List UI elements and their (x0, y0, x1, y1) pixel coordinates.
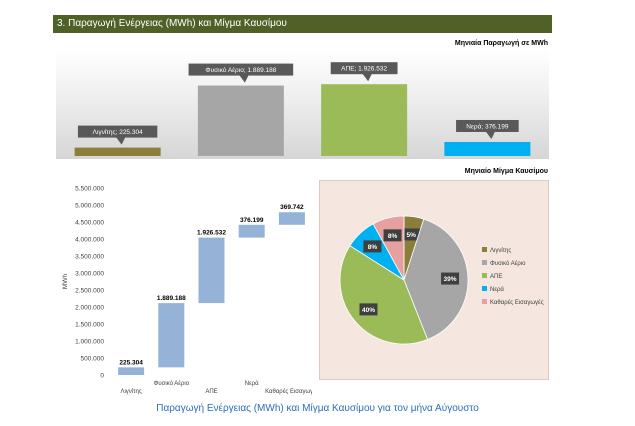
bar-data-label-1: Λιγνίτης; 225.304 (93, 128, 144, 136)
wf-y-tick-3: 1.500.000 (75, 322, 104, 329)
wf-label-bg-5 (274, 202, 309, 212)
fuel-mix-pie-chart: 5% 39% 40% 8% 8% Λιγνίτης Φυσικό Αέριο ΑΠΕ Νερά Κ… (319, 180, 549, 380)
bar-2 (197, 85, 284, 156)
pie-label-box-1 (402, 228, 421, 241)
pie-label-box-5 (383, 229, 402, 242)
wf-bar-4 (238, 224, 265, 238)
bar-label-box-4 (456, 119, 519, 132)
pie-data-label-2: 39% (444, 276, 457, 283)
bar-data-label-3: ΑΠΕ; 1.926.532 (341, 66, 387, 73)
wf-data-label-5: 369.742 (280, 204, 304, 211)
wf-y-tick-7: 3.500.000 (75, 254, 104, 261)
wf-data-label-3: 1.926.532 (197, 230, 226, 237)
bar-data-label-4: Νερά; 376.199 (466, 122, 509, 130)
wf-y-tick-9: 4.500.000 (75, 220, 104, 227)
pie-chart-title: Μηνιαίο Μίγμα Καυσίμου (464, 168, 548, 175)
wf-y-tick-6: 3.000.000 (75, 271, 104, 278)
wf-x-tick-5: Καθαρές Εισαγωγές (265, 388, 312, 395)
pie-legend-label-3: ΑΠΕ (490, 274, 502, 280)
wf-y-tick-0: 0 (100, 373, 104, 380)
wf-y-axis-label: MWh (62, 274, 69, 290)
pie-legend-swatch-1 (482, 247, 487, 252)
wf-bar-1 (118, 367, 145, 375)
wf-bar-2 (158, 303, 185, 368)
bar-1 (74, 147, 161, 156)
bar-label-pointer-3 (362, 73, 373, 82)
wf-y-tick-10: 5.000.000 (75, 203, 104, 210)
wf-y-tick-5: 2.500.000 (75, 288, 104, 295)
pie-legend-label-5: Καθαρές Εισαγωγές (490, 299, 544, 306)
pie-label-box-2 (441, 272, 460, 285)
wf-label-bg-1 (114, 357, 149, 367)
wf-label-bg-3 (190, 227, 233, 237)
bar-chart-title: Μηνιαία Παραγωγή σε MWh (454, 40, 548, 47)
wf-x-tick-3: ΑΠΕ (205, 389, 217, 395)
bar-label-box-3 (330, 62, 398, 75)
wf-label-bg-2 (150, 293, 193, 303)
wf-y-tick-2: 1.000.000 (75, 339, 104, 346)
wf-y-tick-8: 4.000.000 (75, 237, 104, 244)
section-header: 3. Παραγωγή Ενέργειας (MWh) και Μίγμα Κα… (53, 15, 552, 33)
wf-x-tick-2: Φυσικό Αέριο (154, 380, 190, 387)
bar-label-box-2 (188, 63, 294, 76)
figure-caption: Παραγωγή Ενέργειας (MWh) και Μίγμα Καυσί… (156, 403, 479, 414)
wf-x-tick-4: Νερά (245, 380, 259, 387)
wf-y-tick-11: 5.500.000 (75, 186, 104, 193)
pie-slice-3 (339, 245, 429, 345)
bar-label-pointer-2 (238, 74, 249, 83)
wf-y-tick-1: 500.000 (81, 356, 105, 363)
pie-label-box-4 (363, 240, 382, 253)
bar-label-pointer-1 (115, 136, 126, 145)
bar-4 (444, 141, 531, 156)
bar-3 (321, 84, 408, 156)
pie-legend-swatch-2 (482, 260, 487, 265)
pie-slice-2 (403, 218, 469, 341)
pie-legend-swatch-3 (482, 273, 487, 278)
monthly-production-bar-chart: Λιγνίτης; 225.304 Φυσικό Αέριο; 1.889.188… (56, 49, 549, 159)
bar-data-label-2: Φυσικό Αέριο; 1.889.188 (205, 66, 276, 74)
pie-data-label-1: 5% (407, 232, 417, 239)
pie-data-label-5: 8% (388, 233, 398, 240)
pie-legend-label-4: Νερά (490, 286, 504, 293)
pie-legend-swatch-4 (482, 286, 487, 291)
bar-label-box-1 (77, 125, 158, 138)
pie-legend-label-2: Φυσικό Αέριο (490, 260, 526, 267)
bar-label-pointer-4 (485, 130, 496, 139)
wf-label-bg-4 (234, 214, 269, 224)
wf-data-label-1: 225.304 (119, 359, 143, 366)
wf-data-label-4: 376.199 (240, 217, 264, 224)
wf-y-tick-4: 2.000.000 (75, 305, 104, 312)
wf-bar-3 (198, 237, 225, 304)
pie-legend-swatch-5 (482, 299, 487, 304)
wf-x-tick-1: Λιγνίτης (120, 389, 141, 395)
pie-label-box-3 (359, 303, 378, 316)
wf-bar-5 (278, 212, 305, 225)
bar-chart-background (56, 49, 549, 159)
wf-data-label-2: 1.889.188 (157, 295, 186, 302)
pie-legend-label-1: Λιγνίτης (490, 248, 511, 254)
waterfall-chart: 0 500.000 1.000.000 1.500.000 2.000.000 2.500… (56, 180, 319, 398)
pie-data-label-3: 40% (362, 307, 375, 314)
pie-data-label-4: 8% (368, 244, 378, 251)
